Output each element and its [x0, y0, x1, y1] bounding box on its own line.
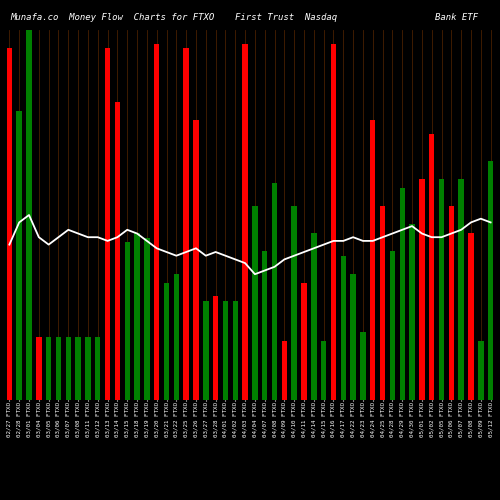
Bar [105, 48, 110, 400]
Bar [448, 206, 454, 400]
Bar [468, 233, 473, 400]
Bar [302, 282, 306, 400]
Bar [272, 184, 278, 400]
Bar [154, 44, 160, 400]
Bar [331, 44, 336, 400]
Bar [26, 30, 32, 400]
Bar [429, 134, 434, 400]
Bar [174, 274, 179, 400]
Bar [6, 48, 12, 400]
Bar [56, 337, 61, 400]
Bar [232, 300, 238, 400]
Bar [380, 206, 386, 400]
Bar [203, 300, 208, 400]
Bar [488, 161, 494, 400]
Bar [114, 102, 120, 400]
Bar [144, 238, 150, 400]
Bar [458, 179, 464, 400]
Bar [124, 242, 130, 400]
Bar [311, 233, 316, 400]
Bar [410, 224, 415, 400]
Bar [292, 206, 297, 400]
Bar [478, 342, 484, 400]
Text: First Trust  Nasdaq: First Trust Nasdaq [235, 12, 337, 22]
Bar [360, 332, 366, 400]
Text: Munafa.co  Money Flow  Charts for FTXO: Munafa.co Money Flow Charts for FTXO [10, 12, 214, 22]
Bar [400, 188, 405, 400]
Bar [76, 337, 81, 400]
Bar [252, 206, 258, 400]
Bar [213, 296, 218, 400]
Bar [370, 120, 376, 400]
Bar [194, 120, 198, 400]
Bar [242, 44, 248, 400]
Bar [340, 256, 346, 400]
Text: Bank ETF: Bank ETF [435, 12, 478, 22]
Bar [164, 282, 169, 400]
Bar [36, 337, 42, 400]
Bar [222, 300, 228, 400]
Bar [95, 337, 100, 400]
Bar [184, 48, 189, 400]
Bar [262, 251, 268, 400]
Bar [134, 233, 140, 400]
Bar [46, 337, 52, 400]
Bar [66, 337, 71, 400]
Bar [419, 179, 424, 400]
Bar [350, 274, 356, 400]
Bar [390, 251, 395, 400]
Bar [282, 342, 287, 400]
Bar [85, 337, 90, 400]
Bar [321, 342, 326, 400]
Bar [439, 179, 444, 400]
Bar [16, 111, 22, 400]
